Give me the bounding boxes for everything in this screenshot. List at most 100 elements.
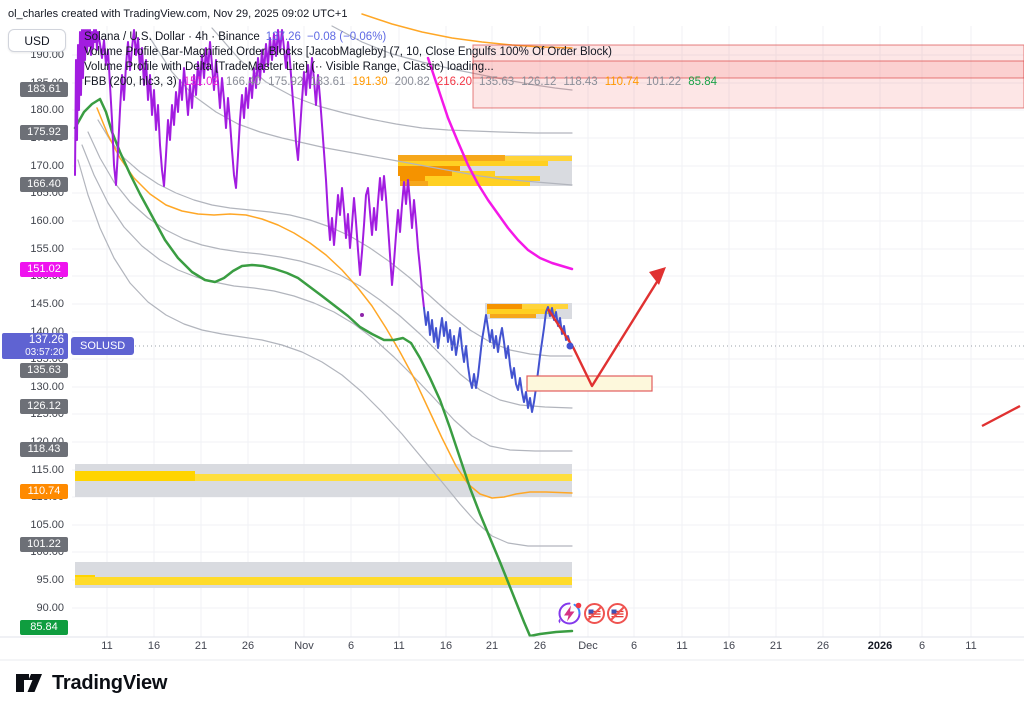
- chart-legend: Solana / U.S. Dollar · 4h · Binance 137.2…: [84, 30, 717, 90]
- legend-symbol-row: Solana / U.S. Dollar · 4h · Binance 137.2…: [84, 30, 717, 45]
- time-tick-label: 11: [101, 640, 113, 652]
- price-band-badge: 118.43: [20, 442, 68, 457]
- current-price: 137.26: [28, 334, 64, 346]
- currency-toggle-button[interactable]: USD: [8, 29, 66, 52]
- us-market-holiday-icon[interactable]: [583, 602, 606, 625]
- price-tick-label: 155.00: [30, 243, 64, 255]
- price-band-badge: 166.40: [20, 177, 68, 192]
- legend-indicator-vp-delta[interactable]: Volume Profile with Delta [TradeMaster L…: [84, 61, 494, 73]
- last-price-dot: [566, 342, 574, 350]
- volume-profile-bar: [487, 309, 556, 314]
- supply-zone-box[interactable]: [472, 60, 1024, 109]
- symbol-price-tag: SOLUSD: [71, 337, 135, 355]
- price-band-badge: 110.74: [20, 484, 68, 499]
- price-band-badge: 151.02: [20, 262, 68, 277]
- fbb-band-value: 200.82: [394, 76, 430, 88]
- right-edge-trendline[interactable]: [981, 404, 1021, 428]
- fbb-band-value: 166.40: [225, 76, 262, 88]
- price-tick-label: 190.00: [30, 49, 64, 61]
- time-tick-label: 21: [194, 640, 208, 652]
- fbb-orange-191.30: [361, 13, 573, 49]
- price-band-badge: 85.84: [20, 620, 68, 635]
- countdown-timer: 03:57:20: [25, 347, 64, 358]
- fbb-gray-166.40: [149, 37, 573, 186]
- volume-profile-bar: [400, 181, 428, 186]
- tradingview-logo[interactable]: TradingView: [14, 670, 167, 696]
- fbb-gray-183.61: [331, 25, 573, 91]
- fbb-label: FBB (200, hlc3, 3): [84, 76, 177, 88]
- time-tick-label: 11: [676, 640, 688, 652]
- volume-profile-bar: [398, 166, 460, 171]
- fbb-band-value: 175.92: [268, 76, 304, 88]
- last-price-value: 137.26: [265, 31, 301, 43]
- fbb-values: 151.02 166.40 175.92 183.61 191.30 200.82 216.…: [177, 76, 717, 88]
- time-tick-label: 2026: [867, 640, 893, 652]
- price-tick-label: 160.00: [30, 215, 64, 227]
- volume-profile-bar: [522, 304, 568, 309]
- projection-arrow[interactable]: [546, 276, 662, 388]
- time-tick-label: 16: [147, 640, 161, 652]
- current-price-badge: 137.26 03:57:20: [2, 333, 68, 359]
- tradingview-logo-text: TradingView: [52, 671, 168, 694]
- fbb-band-value: 110.74: [604, 76, 640, 88]
- volume-profile-bar: [490, 314, 536, 318]
- volume-profile-bar: [75, 471, 195, 481]
- legend-indicator-fbb[interactable]: FBB (200, hlc3, 3) 151.02 166.40 175.92 183.…: [84, 75, 717, 90]
- price-tick-label: 115.00: [31, 464, 64, 476]
- legend-indicator-vp-order-blocks[interactable]: Volume Profile Bar-Magnified Order Block…: [84, 46, 612, 58]
- fbb-magenta-151.02: [426, 56, 574, 271]
- attribution-text: ol_charles created with TradingView.com,…: [8, 8, 348, 20]
- volume-profile-bar: [398, 161, 548, 166]
- price-tick-label: 90.00: [36, 602, 64, 614]
- volume-profile-bar: [75, 577, 572, 585]
- price-band-badge: 101.22: [20, 537, 68, 552]
- volume-profile-bar: [398, 155, 505, 161]
- fbb-orange-110.74: [96, 107, 573, 499]
- projection-arrow-head: [649, 267, 666, 285]
- event-icon-strip: [556, 600, 629, 627]
- time-tick-label: Nov: [294, 640, 314, 652]
- price-tick-label: 130.00: [30, 381, 64, 393]
- tradingview-logo-mark: [16, 674, 42, 692]
- footer-bar: TradingView: [0, 661, 1024, 713]
- fbb-band-value: 101.22: [646, 76, 682, 88]
- time-tick-label: Dec: [578, 640, 598, 652]
- fbb-gray-135.63: [97, 119, 573, 357]
- fbb-gray-101.22: [77, 159, 573, 547]
- time-tick-label: 11: [965, 640, 977, 652]
- stray-dot: [360, 313, 364, 317]
- fbb-band-value: 183.61: [310, 76, 346, 88]
- time-tick-label: 26: [816, 640, 830, 652]
- price-tick-label: 170.00: [30, 160, 64, 172]
- fbb-band-value: 118.43: [563, 76, 598, 88]
- price-band-badge: 126.12: [20, 399, 68, 414]
- us-market-holiday-icon[interactable]: [606, 602, 629, 625]
- volume-profile-bar: [400, 176, 425, 181]
- volume-profile-bar: [487, 304, 522, 309]
- time-tick-label: 16: [722, 640, 736, 652]
- price-tick-label: 145.00: [30, 298, 64, 310]
- fbb-band-value: 151.02: [183, 76, 219, 88]
- time-tick-label: 21: [769, 640, 783, 652]
- volume-profile-bar: [195, 474, 572, 481]
- fbb-gray-175.92: [211, 27, 573, 134]
- fbb-band-value: 135.63: [479, 76, 515, 88]
- time-tick-label: 11: [393, 640, 405, 652]
- time-tick-label: 26: [533, 640, 547, 652]
- ai-flash-icon[interactable]: [556, 600, 583, 627]
- time-tick-label: 21: [485, 640, 499, 652]
- price-tick-label: 105.00: [30, 519, 64, 531]
- time-tick-label: 6: [918, 640, 926, 652]
- volume-profile-bar: [505, 156, 572, 161]
- time-tick-label: 26: [241, 640, 255, 652]
- price-tick-label: 180.00: [30, 104, 64, 116]
- fbb-band-value: 126.12: [521, 76, 557, 88]
- time-tick-label: 6: [347, 640, 355, 652]
- fbb-band-value: 85.84: [688, 76, 717, 88]
- price-band-badge: 175.92: [20, 125, 68, 140]
- price-tick-label: 95.00: [36, 574, 64, 586]
